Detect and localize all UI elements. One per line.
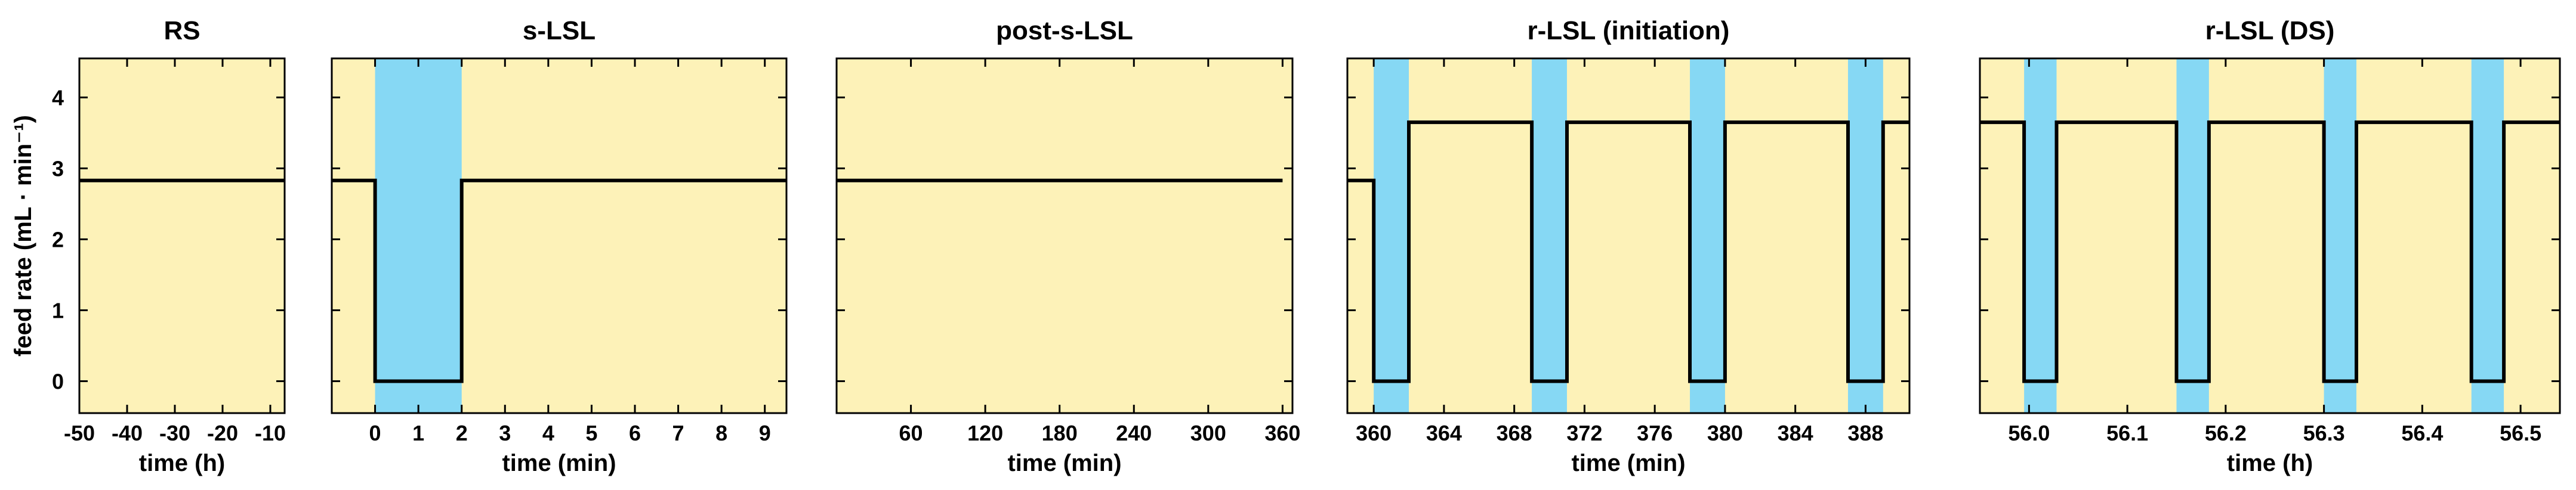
chart-3-frame bbox=[835, 57, 1294, 414]
chart-1-ylabel: feed rate (mL · min⁻¹) bbox=[10, 115, 36, 356]
chart-3-xtick-label-1: 120 bbox=[967, 421, 1003, 445]
chart-1-title: RS bbox=[163, 16, 200, 45]
chart-4-plot-area bbox=[1347, 58, 1909, 413]
chart-1-ytick-label-4: 4 bbox=[52, 85, 64, 110]
chart-2-title: s-LSL bbox=[523, 16, 596, 45]
chart-4-xtick-label-2: 368 bbox=[1497, 421, 1532, 445]
chart-1-xtick-label-0: -50 bbox=[64, 421, 95, 445]
chart-3-xtick-label-2: 180 bbox=[1042, 421, 1078, 445]
chart-1-ytick-label-0: 0 bbox=[52, 369, 64, 393]
chart-5-xtick-label-4: 56.4 bbox=[2401, 421, 2443, 445]
chart-2-xtick-label-6: 6 bbox=[629, 421, 641, 445]
chart-2-xtick-label-0: 0 bbox=[369, 421, 381, 445]
chart-5-feed-off-band-2 bbox=[2176, 58, 2209, 413]
chart-5-xtick-label-3: 56.3 bbox=[2303, 421, 2345, 445]
chart-1-frame bbox=[78, 57, 286, 414]
chart-1-xtick-label-2: -30 bbox=[159, 421, 190, 445]
chart-1-xtick-label-3: -20 bbox=[207, 421, 238, 445]
chart-5-panel: 56.0 56.1 56.2 56.3 56.4 56.5 r-LSL (DS) time (… bbox=[1979, 16, 2561, 476]
chart-1-panel: 0 1 2 3 4 -50 -40 -30 -20 -10 RS time (h) feed rate … bbox=[10, 16, 286, 476]
chart-4-xtick-label-7: 388 bbox=[1847, 421, 1883, 445]
chart-4-feed-rate-line bbox=[1347, 120, 1909, 383]
chart-4-xtick-label-4: 376 bbox=[1637, 421, 1673, 445]
chart-2-xtick-label-8: 8 bbox=[715, 421, 727, 445]
chart-5-xtick-label-1: 56.1 bbox=[2106, 421, 2148, 445]
chart-2-xtick-label-5: 5 bbox=[585, 421, 597, 445]
chart-1-xtick-label-1: -40 bbox=[112, 421, 143, 445]
chart-5-xlabel: time (h) bbox=[2227, 450, 2313, 476]
chart-3-xtick-label-5: 360 bbox=[1264, 421, 1300, 445]
chart-4-feed-off-band-2 bbox=[1532, 58, 1567, 413]
chart-2-xtick-label-9: 9 bbox=[759, 421, 771, 445]
chart-4-xtick-label-0: 360 bbox=[1356, 421, 1392, 445]
chart-4-feed-off-band-3 bbox=[1690, 58, 1725, 413]
chart-5-feed-off-band-3 bbox=[2324, 58, 2356, 413]
chart-3-xtick-label-0: 60 bbox=[899, 421, 923, 445]
chart-3-panel: 60 120 180 240 300 360 post-s-LSL time (min) bbox=[835, 16, 1300, 476]
chart-2-feed-off-band-1 bbox=[375, 58, 462, 413]
chart-2-panel: 0 1 2 3 4 5 6 7 8 9 s-LSL time (min) bbox=[331, 16, 788, 476]
chart-1-ytick-label-1: 1 bbox=[52, 298, 64, 322]
chart-5-xtick-label-5: 56.5 bbox=[2500, 421, 2541, 445]
chart-3-plot-area bbox=[837, 58, 1292, 413]
chart-3-title: post-s-LSL bbox=[996, 16, 1133, 45]
chart-2-frame bbox=[331, 57, 788, 414]
chart-4-xlabel: time (min) bbox=[1571, 450, 1685, 476]
chart-4-xtick-label-5: 380 bbox=[1707, 421, 1743, 445]
chart-4-panel: 360 364 368 372 376 380 384 388 r-LSL (initiatio… bbox=[1346, 16, 1911, 476]
chart-2-xtick-label-4: 4 bbox=[542, 421, 554, 445]
chart-4-feed-off-band-4 bbox=[1847, 58, 1883, 413]
chart-2-feed-rate-line bbox=[332, 178, 786, 383]
chart-1-ytick-label-3: 3 bbox=[52, 156, 64, 181]
chart-5-frame bbox=[1979, 57, 2561, 414]
chart-1-xtick-label-4: -10 bbox=[255, 421, 286, 445]
chart-5-xtick-label-2: 56.2 bbox=[2205, 421, 2247, 445]
chart-5-feed-off-band-4 bbox=[2471, 58, 2504, 413]
chart-2-xlabel: time (min) bbox=[502, 450, 616, 476]
chart-4-title: r-LSL (initiation) bbox=[1528, 16, 1730, 45]
chart-3-xtick-label-4: 300 bbox=[1190, 421, 1226, 445]
chart-1-plot-area bbox=[79, 58, 285, 413]
chart-1-ytick-label-2: 2 bbox=[52, 227, 64, 252]
chart-5-xtick-label-0: 56.0 bbox=[2008, 421, 2050, 445]
chart-4-xtick-label-3: 372 bbox=[1566, 421, 1602, 445]
chart-2-xtick-label-3: 3 bbox=[499, 421, 511, 445]
chart-2-xtick-label-2: 2 bbox=[456, 421, 468, 445]
chart-5-plot-area bbox=[1980, 58, 2560, 413]
chart-2-xtick-label-1: 1 bbox=[412, 421, 424, 445]
chart-1-xlabel: time (h) bbox=[139, 450, 225, 476]
chart-4-frame bbox=[1346, 57, 1911, 414]
chart-4-xtick-label-1: 364 bbox=[1426, 421, 1462, 445]
chart-3-xtick-label-3: 240 bbox=[1116, 421, 1152, 445]
chart-3-xlabel: time (min) bbox=[1007, 450, 1121, 476]
chart-2-xtick-label-7: 7 bbox=[672, 421, 684, 445]
chart-4-feed-off-band-1 bbox=[1374, 58, 1409, 413]
chart-5-title: r-LSL (DS) bbox=[2205, 16, 2335, 45]
chart-4-xtick-label-6: 384 bbox=[1778, 421, 1813, 445]
chart-5-feed-rate-line bbox=[1980, 120, 2560, 383]
chart-5-feed-off-band-1 bbox=[2024, 58, 2057, 413]
